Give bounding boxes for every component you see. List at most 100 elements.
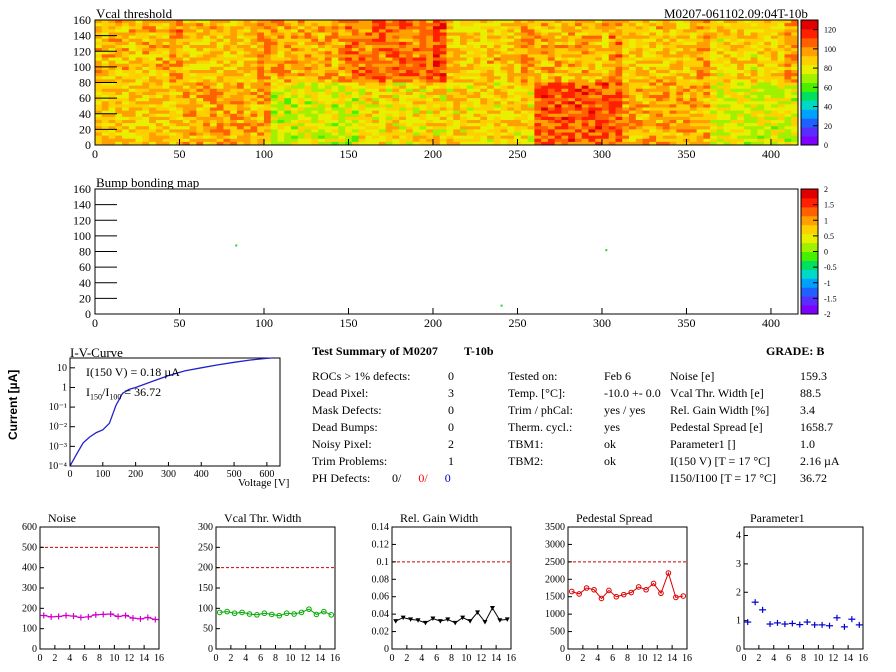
heatmap-cell xyxy=(696,57,704,62)
heatmap-cell xyxy=(209,57,218,62)
heatmap-cell xyxy=(392,120,400,124)
heatmap-cell xyxy=(108,98,116,102)
heatmap-cell xyxy=(757,57,765,62)
heatmap-cell xyxy=(669,20,677,24)
heatmap-cell xyxy=(615,79,623,83)
heatmap-cell xyxy=(757,120,765,124)
heatmap-cell xyxy=(547,41,556,46)
heatmap-cell xyxy=(453,110,461,115)
heatmap-cell xyxy=(791,98,799,102)
heatmap-cell xyxy=(196,95,204,99)
heatmap-cell xyxy=(405,26,414,30)
heatmap-cell xyxy=(446,45,454,49)
heatmap-cell xyxy=(128,98,136,102)
heatmap-cell xyxy=(155,32,163,37)
heatmap-cell xyxy=(331,116,339,121)
heatmap-cell xyxy=(770,132,779,137)
heatmap-cell xyxy=(162,141,170,146)
heatmap-cell xyxy=(574,70,583,74)
heatmap-cell xyxy=(277,23,285,27)
heatmap-cell xyxy=(622,104,630,108)
heatmap-cell xyxy=(723,132,731,137)
heatmap-cell xyxy=(122,63,130,68)
heatmap-cell xyxy=(263,91,272,96)
heatmap-cell xyxy=(358,79,366,83)
heatmap-cell xyxy=(345,98,353,102)
heatmap-cell xyxy=(669,101,677,105)
heatmap-cell xyxy=(669,60,677,65)
heatmap-cell xyxy=(432,41,441,46)
heatmap-cell xyxy=(189,51,197,55)
heatmap-cell xyxy=(676,95,684,99)
heatmap-cell xyxy=(608,107,616,112)
heatmap-cell xyxy=(169,91,177,96)
heatmap-cell xyxy=(101,70,109,74)
heatmap-cell xyxy=(405,107,414,112)
heatmap-cell xyxy=(162,41,170,46)
heatmap-cell xyxy=(669,63,677,68)
heatmap-cell xyxy=(716,45,725,49)
heatmap-cell xyxy=(209,63,218,68)
heatmap-cell xyxy=(203,32,211,37)
heatmap-cell xyxy=(642,29,650,33)
heatmap-cell xyxy=(520,104,529,108)
heatmap-cell xyxy=(162,48,170,52)
heatmap-cell xyxy=(358,63,366,68)
heatmap-cell xyxy=(676,73,684,77)
heatmap-cell xyxy=(236,135,245,140)
heatmap-cell xyxy=(520,123,529,127)
heatmap-cell xyxy=(169,135,177,140)
heatmap-cell xyxy=(128,88,136,93)
heatmap-cell xyxy=(182,76,191,80)
heatmap-cell xyxy=(358,60,366,65)
heatmap-cell xyxy=(331,91,339,96)
heatmap-cell xyxy=(189,138,197,143)
heatmap-cell xyxy=(365,63,373,68)
heatmap-cell xyxy=(108,66,116,71)
heatmap-cell xyxy=(784,57,792,62)
heatmap-cell xyxy=(223,88,231,93)
heatmap-cell xyxy=(365,79,373,83)
heatmap-cell xyxy=(784,113,792,118)
heatmap-cell xyxy=(324,141,332,146)
heatmap-cell xyxy=(514,135,522,140)
heatmap-cell xyxy=(534,70,542,74)
heatmap-cell xyxy=(629,70,637,74)
heatmap-cell xyxy=(236,66,245,71)
heatmap-cell xyxy=(629,48,637,52)
heatmap-cell xyxy=(351,35,360,40)
heatmap-cell xyxy=(257,60,265,65)
heatmap-cell xyxy=(196,54,204,58)
heatmap-cell xyxy=(669,45,677,49)
heatmap-cell xyxy=(95,54,103,58)
heatmap-cell xyxy=(460,38,468,43)
heatmap-cell xyxy=(764,63,772,68)
heatmap-cell xyxy=(466,23,474,27)
heatmap-cell xyxy=(250,26,258,30)
heatmap-cell xyxy=(216,98,224,102)
heatmap-cell xyxy=(777,88,785,93)
heatmap-cell xyxy=(365,91,373,96)
heatmap-cell xyxy=(527,91,535,96)
heatmap-cell xyxy=(392,29,400,33)
heatmap-cell xyxy=(209,141,218,146)
heatmap-cell xyxy=(162,35,170,40)
bump-palette-cell xyxy=(801,257,818,261)
heatmap-cell xyxy=(487,70,495,74)
heatmap-cell xyxy=(155,23,163,27)
heatmap-cell xyxy=(142,66,150,71)
bump-palette-cell xyxy=(801,302,818,306)
heatmap-cell xyxy=(764,73,772,77)
heatmap-cell xyxy=(392,73,400,77)
heatmap-cell xyxy=(297,76,305,80)
heatmap-cell xyxy=(203,57,211,62)
heatmap-cell xyxy=(128,41,136,46)
heatmap-cell xyxy=(378,48,387,52)
heatmap-cell xyxy=(324,98,332,102)
heatmap-cell xyxy=(95,38,103,43)
heatmap-cell xyxy=(507,45,515,49)
heatmap-cell xyxy=(128,38,136,43)
heatmap-cell xyxy=(689,129,698,133)
heatmap-cell xyxy=(203,29,211,33)
heatmap-cell xyxy=(534,98,542,102)
